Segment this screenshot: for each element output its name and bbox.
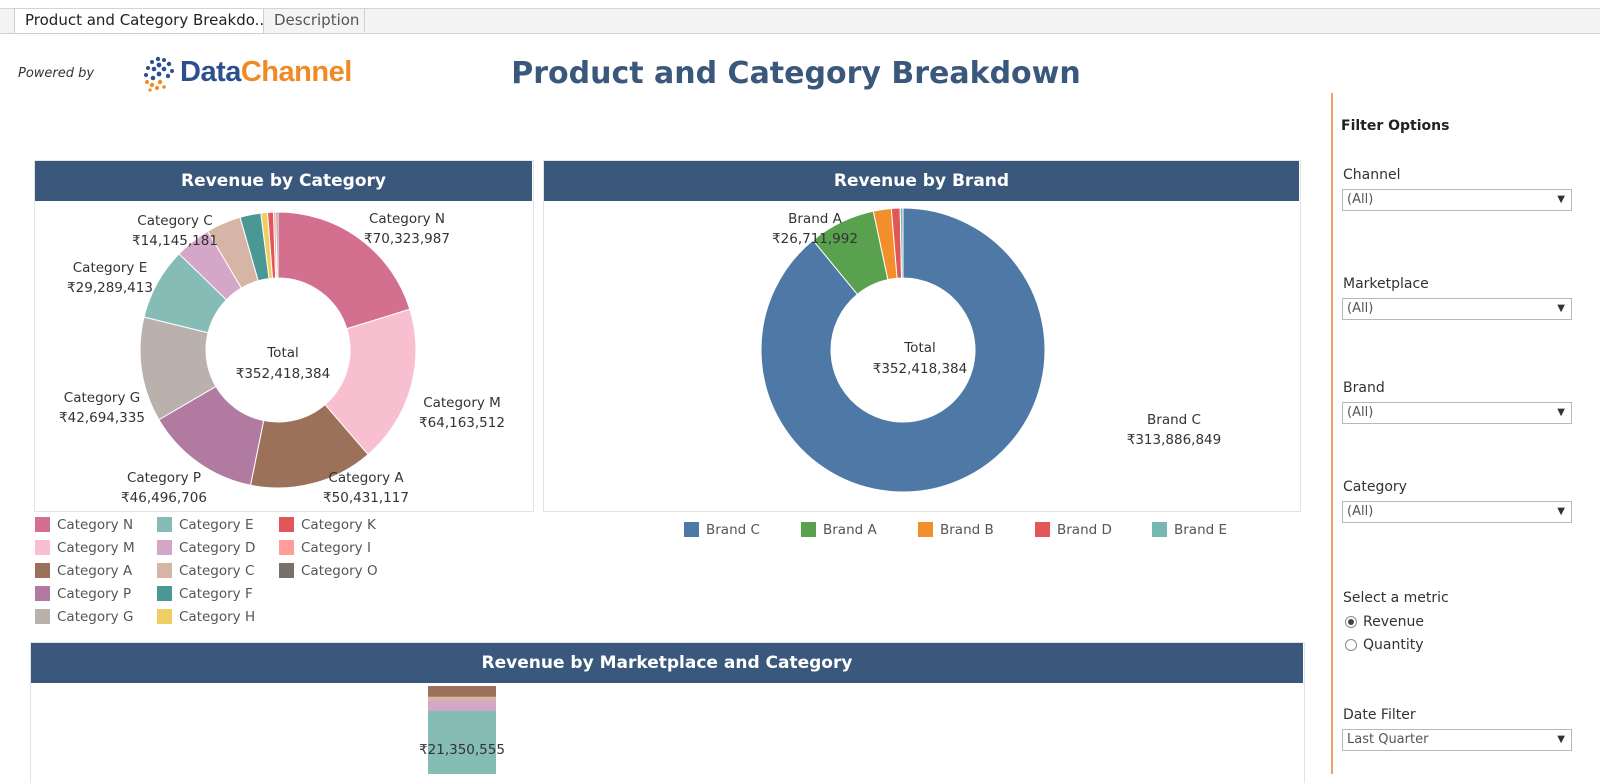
brand-slice-brand-c[interactable]	[760, 207, 1046, 493]
legend-item-category-d[interactable]: Category D	[157, 539, 255, 557]
brand-chart-title: Revenue by Brand	[544, 161, 1299, 201]
page-title: Product and Category Breakdown	[511, 56, 1081, 91]
legend-swatch	[1152, 522, 1167, 537]
legend-swatch	[35, 540, 50, 555]
logo-text-data: Data	[180, 56, 241, 88]
legend-item-category-e[interactable]: Category E	[157, 516, 254, 534]
category-total-value: ₹352,418,384	[235, 366, 331, 382]
tab-bar: Product and Category Breakdo... Descript…	[0, 8, 1600, 34]
chevron-down-icon: ▼	[1557, 303, 1565, 314]
slice-label-category-m: Category M ₹64,163,512	[419, 395, 505, 431]
marketplace-filter-label: Marketplace	[1343, 276, 1429, 292]
legend-swatch	[35, 609, 50, 624]
chevron-down-icon: ▼	[1557, 734, 1565, 745]
channel-filter-label: Channel	[1343, 167, 1401, 183]
legend-item-brand-b[interactable]: Brand B	[918, 521, 994, 539]
category-slice-category-o[interactable]	[275, 211, 279, 279]
legend-swatch	[801, 522, 816, 537]
legend-swatch	[684, 522, 699, 537]
date-filter-label: Date Filter	[1343, 707, 1416, 723]
slice-label-category-a: Category A ₹50,431,117	[323, 470, 409, 506]
legend-swatch	[918, 522, 933, 537]
legend-swatch	[157, 540, 172, 555]
category-donut-chart	[139, 211, 417, 489]
legend-item-brand-a[interactable]: Brand A	[801, 521, 877, 539]
legend-item-category-m[interactable]: Category M	[35, 539, 135, 557]
category-filter-label: Category	[1343, 479, 1407, 495]
logo: DataChannel	[142, 54, 352, 98]
bar-segment-category-e[interactable]	[428, 710, 496, 774]
category-filter-select[interactable]: (All) ▼	[1342, 501, 1572, 523]
sidebar-divider	[1331, 93, 1333, 774]
category-slice-category-m[interactable]	[324, 308, 417, 456]
tab-description[interactable]: Description	[264, 9, 365, 32]
legend-swatch	[35, 586, 50, 601]
slice-label-category-c: Category C ₹14,145,181	[132, 213, 218, 249]
legend-item-category-n[interactable]: Category N	[35, 516, 133, 534]
brand-total-label: Total	[904, 340, 936, 356]
filter-options-title: Filter Options	[1341, 118, 1450, 134]
radio-empty-icon	[1345, 639, 1357, 651]
legend-swatch	[279, 517, 294, 532]
logo-text-channel: Channel	[240, 56, 352, 88]
bar-total-label: ₹21,350,555	[419, 742, 505, 758]
legend-swatch	[157, 609, 172, 624]
legend-swatch	[157, 563, 172, 578]
legend-swatch	[157, 586, 172, 601]
legend-item-category-f[interactable]: Category F	[157, 585, 253, 603]
brand-filter-label: Brand	[1343, 380, 1385, 396]
category-chart-title: Revenue by Category	[35, 161, 532, 201]
metric-radio-quantity[interactable]: Quantity	[1345, 637, 1424, 653]
category-total-label: Total	[267, 345, 299, 361]
slice-label-category-p: Category P ₹46,496,706	[121, 470, 207, 506]
legend-item-category-k[interactable]: Category K	[279, 516, 376, 534]
legend-item-brand-d[interactable]: Brand D	[1035, 521, 1112, 539]
legend-item-brand-c[interactable]: Brand C	[684, 521, 760, 539]
brand-filter-select[interactable]: (All) ▼	[1342, 402, 1572, 424]
legend-item-category-h[interactable]: Category H	[157, 608, 255, 626]
metric-radio-revenue[interactable]: Revenue	[1345, 614, 1424, 630]
slice-label-category-g: Category G ₹42,694,335	[59, 390, 145, 426]
legend-item-category-i[interactable]: Category I	[279, 539, 371, 557]
legend-swatch	[35, 517, 50, 532]
marketplace-bar-chart: ₹21,350,555	[419, 686, 505, 774]
radio-selected-icon	[1345, 616, 1357, 628]
chevron-down-icon: ▼	[1557, 194, 1565, 205]
legend-swatch	[1035, 522, 1050, 537]
brand-slice-brand-e[interactable]	[899, 207, 904, 279]
powered-by-label: Powered by	[18, 66, 95, 81]
slice-label-brand-c: Brand C ₹313,886,849	[1126, 412, 1222, 448]
category-slice-category-n[interactable]	[277, 211, 411, 330]
legend-item-category-o[interactable]: Category O	[279, 562, 378, 580]
marketplace-chart-title: Revenue by Marketplace and Category	[31, 643, 1303, 683]
legend-swatch	[157, 517, 172, 532]
datachannel-logo-icon	[144, 56, 174, 92]
channel-filter-select[interactable]: (All) ▼	[1342, 189, 1572, 211]
chevron-down-icon: ▼	[1557, 506, 1565, 517]
slice-label-category-n: Category N ₹70,323,987	[364, 211, 450, 247]
metric-label: Select a metric	[1343, 590, 1449, 606]
legend-item-category-c[interactable]: Category C	[157, 562, 254, 580]
brand-total-value: ₹352,418,384	[872, 361, 968, 377]
legend-swatch	[279, 540, 294, 555]
legend-item-brand-e[interactable]: Brand E	[1152, 521, 1227, 539]
tab-product-category[interactable]: Product and Category Breakdo...	[14, 9, 264, 33]
slice-label-brand-a: Brand A ₹26,711,992	[772, 211, 858, 247]
legend-item-category-p[interactable]: Category P	[35, 585, 131, 603]
legend-swatch	[279, 563, 294, 578]
marketplace-filter-select[interactable]: (All) ▼	[1342, 298, 1572, 320]
slice-label-category-e: Category E ₹29,289,413	[67, 260, 153, 296]
date-filter-select[interactable]: Last Quarter ▼	[1342, 729, 1572, 751]
legend-item-category-a[interactable]: Category A	[35, 562, 132, 580]
legend-item-category-g[interactable]: Category G	[35, 608, 133, 626]
chevron-down-icon: ▼	[1557, 407, 1565, 418]
legend-swatch	[35, 563, 50, 578]
brand-donut-chart	[760, 207, 1046, 493]
